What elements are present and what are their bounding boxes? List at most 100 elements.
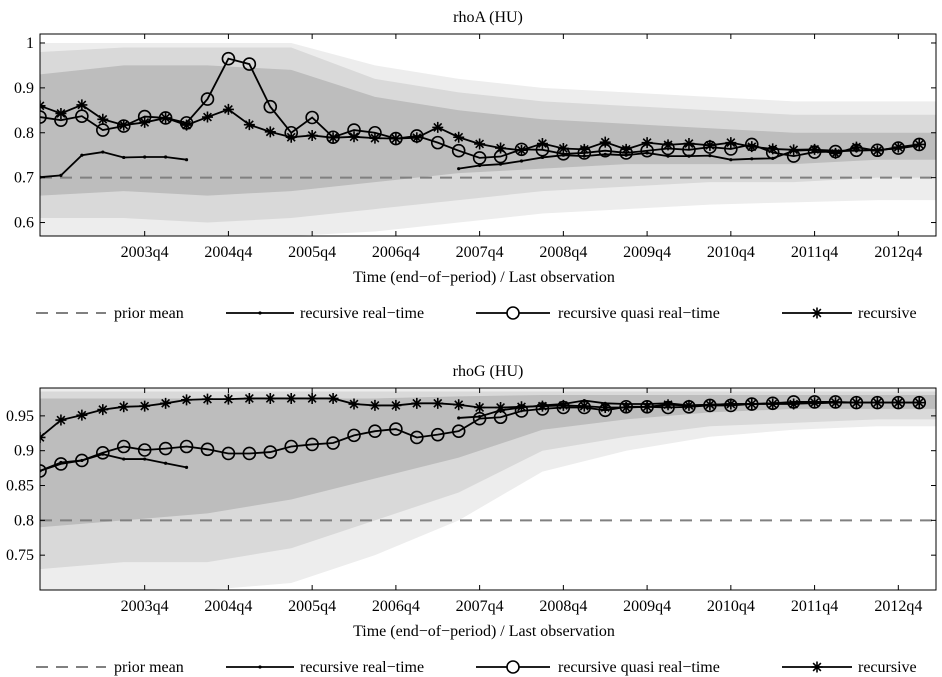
recursive-point [181,394,193,406]
quasi-real-time-point [221,446,236,461]
real-time-point [59,173,63,177]
recursive-point [222,103,234,115]
quasi-real-time-point [305,437,319,452]
y-tick-label: 0.8 [14,125,34,142]
quasi-real-time-point [368,424,382,438]
real-time-point [457,416,461,420]
real-time-point [122,457,126,461]
recursive-point [264,126,276,138]
recursive-point [181,119,193,131]
real-time-point [708,154,712,158]
real-time-point [478,163,482,168]
recursive-point [913,138,925,150]
recursive-point [201,111,213,123]
quasi-real-time-point [430,135,445,150]
legend: prior mean recursive real−time recursive q… [36,659,917,676]
recursive-point [662,399,674,411]
recursive-point [725,398,737,410]
recursive-point [327,392,339,404]
recursive-point [725,137,737,149]
recursive-point [160,397,172,409]
recursive-point [160,112,172,124]
real-time-point [729,158,733,162]
recursive-point [348,398,360,410]
quasi-real-time-point [200,442,215,457]
x-tick-label: 2011q4 [791,244,838,261]
recursive-point [76,99,88,111]
x-tick-label: 2007q4 [456,244,504,261]
legend-recursive-marker [811,661,823,673]
recursive-point [746,141,758,153]
real-time-line-seg-1 [40,453,187,472]
recursive-point [264,392,276,404]
recursive-point [474,402,486,414]
quasi-real-time-point [242,446,257,461]
y-tick-label: 0.7 [14,170,34,187]
quasi-real-time-point [242,57,257,71]
quasi-real-time-point [179,439,194,454]
recursive-point [390,399,402,411]
x-tick-label: 2004q4 [204,598,252,615]
quasi-real-time-point [54,457,68,471]
x-tick-label: 2007q4 [456,598,504,615]
legend-quasi-real-time-label: recursive quasi real−time [558,659,720,676]
real-time-point [184,158,189,162]
y-tick-label: 0.6 [14,215,34,232]
legend: prior mean recursive real−time recursive q… [36,305,917,322]
real-time-point [80,153,84,157]
legend-real-time-marker [258,665,262,669]
recursive-point [620,402,632,414]
real-time-point [519,159,524,163]
x-tick-label: 2005q4 [288,244,336,261]
real-time-point [143,457,147,461]
recursive-point [390,133,402,145]
x-tick-label: 2011q4 [791,598,838,615]
x-tick-label: 2012q4 [874,598,922,615]
quasi-real-time-point [158,111,173,125]
real-time-point [457,167,461,171]
recursive-point [453,131,465,143]
x-axis-label: Time (end−of−period) / Last observation [353,623,615,640]
panel-2: rhoG (HU) 0.75 0.8 0.85 0.9 0.95 2003q4 2004q4 2… [6,363,937,676]
real-time-point [750,157,754,161]
quasi-real-time-point [451,424,466,438]
recursive-point [809,397,821,409]
recursive-point [411,132,423,144]
recursive-point [662,139,674,151]
plot-area [40,42,936,236]
chart-title: rhoG (HU) [453,363,524,380]
recursive-point [118,119,130,131]
quasi-real-time-point [96,445,110,460]
recursive-point [139,400,151,412]
recursive-point [515,144,527,156]
quasi-real-time-point [430,427,445,442]
real-time-point [164,155,168,159]
real-time-point [666,154,670,158]
recursive-point [139,116,151,128]
recursive-point [830,397,842,409]
quasi-real-time-point [451,143,466,158]
plot-frame [39,387,937,591]
recursive-point [369,132,381,144]
legend-quasi-real-time-marker [506,660,520,674]
x-tick-label: 2010q4 [707,244,755,261]
recursive-point [222,393,234,405]
recursive-point [620,143,632,155]
recursive-point [97,113,109,125]
recursive-point [641,137,653,149]
y-tick-label: 0.9 [14,443,34,460]
quasi-real-time-point [263,445,278,459]
recursive-point [809,143,821,155]
recursive-point [243,119,255,131]
legend-real-time-label: recursive real−time [300,305,424,322]
real-time-point [478,414,482,419]
legend-real-time-marker [258,311,262,315]
quasi-real-time-point [221,51,236,66]
real-time-point [164,461,168,465]
recursive-point [557,142,569,154]
real-time-point [645,151,649,155]
x-tick-label: 2003q4 [121,244,169,261]
x-tick-label: 2006q4 [372,244,420,261]
quasi-real-time-point [200,92,215,106]
y-tick-label: 0.75 [6,547,34,564]
